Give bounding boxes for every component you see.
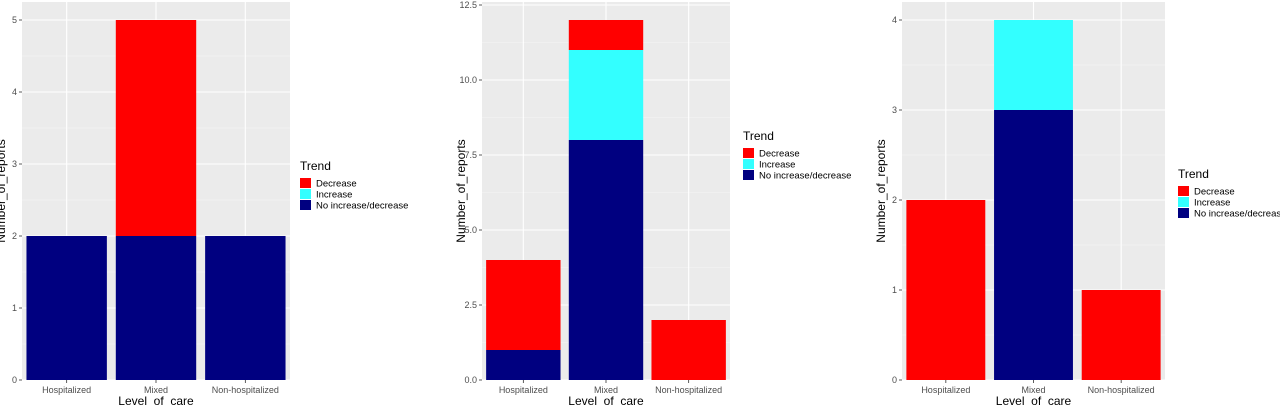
chart-panel-3: 0 1 2 3 4 Hospitalized Mixed Non-hospitalized Le… xyxy=(874,2,1280,405)
x-tick-label: Mixed xyxy=(144,385,168,395)
chart-panel-2: 0.0 2.5 5.0 7.5 10.0 12.5 Hospitalized Mixed Non… xyxy=(454,0,851,405)
bar-decrease-hospitalized xyxy=(486,260,561,350)
bar-no-increase-decrease-non-hospitalized xyxy=(205,236,286,380)
legend-swatch-increase xyxy=(743,159,754,169)
legend-swatch-no-increase-decrease xyxy=(1178,208,1189,218)
x-tick-label: Non-hospitalized xyxy=(1088,385,1155,395)
legend-swatch-increase xyxy=(300,189,311,199)
bar-no-increase-decrease-mixed xyxy=(568,140,644,380)
y-tick-label: 0 xyxy=(892,375,897,385)
y-axis-title: Number_of_reports xyxy=(454,139,468,242)
legend-label: Decrease xyxy=(1194,187,1235,198)
legend-title: Trend xyxy=(743,129,774,143)
legend-label: Increase xyxy=(759,160,795,171)
legend-label: Decrease xyxy=(759,149,800,160)
bar-no-increase-decrease-hospitalized xyxy=(486,350,561,380)
legend-swatch-decrease xyxy=(300,178,311,188)
bar-no-increase-decrease-hospitalized xyxy=(26,236,107,380)
y-tick-label: 2 xyxy=(12,231,17,241)
x-tick-label: Hospitalized xyxy=(499,385,548,395)
y-tick-label: 1 xyxy=(892,285,897,295)
legend-label: Increase xyxy=(1194,198,1230,209)
y-tick-label: 3 xyxy=(892,105,897,115)
y-axis-title: Number_of_reports xyxy=(874,139,888,242)
x-tick-label: Hospitalized xyxy=(921,385,970,395)
bar-no-increase-decrease-mixed xyxy=(994,110,1073,380)
y-tick-label: 2 xyxy=(892,195,897,205)
x-tick-label: Non-hospitalized xyxy=(655,385,722,395)
y-tick-label: 12.5 xyxy=(459,0,477,10)
legend-swatch-no-increase-decrease xyxy=(743,170,754,180)
legend-swatch-increase xyxy=(1178,197,1189,207)
legend-title: Trend xyxy=(1178,167,1209,181)
legend-label: Decrease xyxy=(316,179,357,190)
y-tick-label: 5 xyxy=(12,15,17,25)
x-tick-label: Non-hospitalized xyxy=(212,385,279,395)
y-tick-label: 5.0 xyxy=(464,225,477,235)
bar-decrease-mixed xyxy=(115,20,197,236)
legend-swatch-decrease xyxy=(743,148,754,158)
y-tick-label: 0.0 xyxy=(464,375,477,385)
chart-panel-1: 0 1 2 3 4 5 Hospitalized Mixed Non-hospitalized L… xyxy=(0,2,408,405)
bar-decrease-hospitalized xyxy=(906,200,986,380)
legend-label: No increase/decrease xyxy=(1194,209,1280,220)
bar-decrease-mixed xyxy=(568,20,644,50)
x-tick-label: Hospitalized xyxy=(42,385,91,395)
bar-decrease-non-hospitalized xyxy=(1081,290,1161,380)
bar-decrease-non-hospitalized xyxy=(651,320,726,380)
x-axis-title: Level_of_care xyxy=(568,394,644,405)
y-tick-label: 4 xyxy=(12,87,17,97)
legend-swatch-no-increase-decrease xyxy=(300,200,311,210)
x-tick-label: Mixed xyxy=(1021,385,1045,395)
y-tick-label: 10.0 xyxy=(459,75,477,85)
bar-increase-mixed xyxy=(568,50,644,140)
legend-label: Increase xyxy=(316,190,352,201)
y-tick-label: 4 xyxy=(892,15,897,25)
y-axis-title: Number_of_reports xyxy=(0,139,8,242)
y-tick-label: 7.5 xyxy=(464,150,477,160)
bar-no-increase-decrease-mixed xyxy=(115,236,197,380)
y-tick-label: 1 xyxy=(12,303,17,313)
legend-label: No increase/decrease xyxy=(316,201,408,212)
y-tick-label: 3 xyxy=(12,159,17,169)
y-tick-label: 0 xyxy=(12,375,17,385)
bar-increase-mixed xyxy=(994,20,1073,110)
x-axis-title: Level_of_care xyxy=(118,394,194,405)
legend-title: Trend xyxy=(300,159,331,173)
legend-label: No increase/decrease xyxy=(759,171,851,182)
y-tick-label: 2.5 xyxy=(464,300,477,310)
legend-swatch-decrease xyxy=(1178,186,1189,196)
x-tick-label: Mixed xyxy=(594,385,618,395)
x-axis-title: Level_of_care xyxy=(996,394,1072,405)
